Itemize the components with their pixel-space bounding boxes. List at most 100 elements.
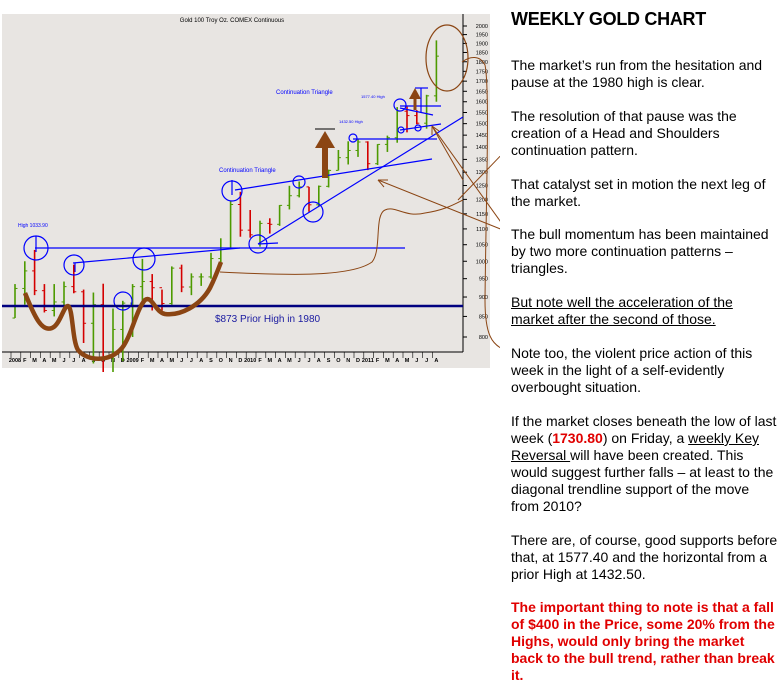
x-tick-label: F: [376, 358, 380, 364]
paragraph-7: If the market closes beneath the low of …: [511, 413, 779, 515]
y-tick-label: 1450: [476, 133, 488, 139]
x-tick-label: M: [385, 358, 390, 364]
y-tick-label: 1500: [476, 122, 488, 128]
x-tick-label: J: [298, 358, 301, 364]
y-tick-label: 950: [479, 277, 488, 283]
chart-title: Gold 100 Troy Oz. COMEX Continuous: [180, 18, 284, 24]
price-bar: [286, 185, 292, 210]
price-bar: [433, 40, 439, 102]
price-bar: [277, 204, 283, 226]
y-tick-label: 1900: [476, 41, 488, 47]
price-bar: [90, 292, 96, 364]
y-tick-label: 1300: [476, 170, 488, 176]
key-reversal-link: weekly Key Reversal: [511, 430, 759, 463]
price-bar: [120, 300, 126, 362]
x-tick-label: J: [62, 358, 65, 364]
circle-1577-high: [393, 98, 407, 112]
breakout-arrow-1: [315, 128, 335, 178]
paragraph-3: That catalyst set in motion the next leg…: [511, 176, 766, 209]
triangle-label-upper: Continuation Triangle: [276, 90, 333, 96]
price-bar: [188, 273, 194, 296]
x-tick-label: M: [405, 358, 410, 364]
circle-head: [113, 291, 133, 311]
circle-triangle-2-low: [397, 126, 405, 134]
price-bar: [198, 273, 204, 286]
price-bar: [296, 181, 302, 198]
circle-triangle-1-low: [248, 234, 268, 254]
x-tick-label: J: [307, 358, 310, 364]
p7-text-c: will have been created. This would sugge…: [511, 447, 774, 514]
x-tick-label: F: [258, 358, 262, 364]
y-tick-label: 1600: [476, 100, 488, 106]
price-bar: [424, 94, 430, 129]
price-bar: [247, 210, 253, 238]
price-bar: [32, 249, 38, 296]
x-tick-label: 2009: [126, 358, 138, 364]
price-bar: [316, 185, 322, 207]
paragraph-1: The market’s run from the hesitation and…: [511, 57, 763, 90]
price-bar: [71, 264, 77, 294]
x-tick-label: A: [395, 358, 399, 364]
price-bar: [414, 110, 420, 125]
price-bar: [81, 289, 87, 343]
price-bar: [12, 284, 18, 319]
price-bar: [100, 283, 104, 372]
x-tick-label: J: [72, 358, 75, 364]
x-tick-label: J: [415, 358, 418, 364]
commentary-title: WEEKLY GOLD CHART: [511, 9, 706, 29]
neckline: [72, 247, 241, 264]
label-1577-high: 1577.40 High: [361, 94, 385, 99]
trendlines: [23, 87, 464, 311]
y-tick-label: 1200: [476, 197, 488, 203]
y-tick-label: 1850: [476, 50, 488, 56]
violent-action-ellipse: [425, 24, 469, 92]
x-tick-label: S: [327, 358, 331, 364]
price-bar: [365, 141, 371, 171]
price-bar: [345, 141, 351, 165]
p7-text-a: If the market closes beneath the low of …: [511, 413, 777, 446]
price-bar: [355, 139, 361, 157]
y-tick-label: 1000: [476, 259, 488, 265]
y-tick-label: 1150: [476, 212, 488, 218]
gold-chart: Gold 100 Troy Oz. COMEX Continuous 2000 1…: [2, 14, 500, 372]
y-tick-label: 850: [479, 314, 488, 320]
y-tick-label: 2000: [476, 24, 488, 30]
y-tick-label: 900: [479, 295, 488, 301]
y-tick-label: 1800: [476, 60, 488, 66]
circle-shoulder: [63, 254, 85, 276]
circle-right-shoulder: [132, 247, 156, 271]
circle-triangle-1-apex: [302, 201, 324, 223]
x-tick-label: M: [170, 358, 175, 364]
y-tick-label: 1250: [476, 184, 488, 190]
x-tick-label: M: [150, 358, 155, 364]
price-bar: [41, 284, 47, 313]
head-and-shoulders-curve: [22, 261, 224, 361]
x-tick-label: A: [434, 358, 438, 364]
pattern-annotations: [22, 24, 500, 361]
y-tick-label: 1750: [476, 69, 488, 75]
x-tick-label: A: [160, 358, 164, 364]
p7-text-b: ) on Friday, a: [602, 430, 689, 446]
x-tick-label: N: [346, 358, 350, 364]
price-bar: [267, 218, 273, 234]
x-tick-label: O: [336, 358, 341, 364]
price-bar: [326, 169, 332, 188]
x-tick-label: F: [141, 358, 145, 364]
x-tick-label: J: [425, 358, 428, 364]
x-tick-label: 2010: [244, 358, 256, 364]
x-tick-label: D: [356, 358, 360, 364]
x-tick-label: 2008: [9, 358, 21, 364]
price-bar: [375, 143, 381, 165]
label-prior-high-1980: $873 Prior High in 1980: [215, 314, 321, 325]
paragraph-4: The bull momentum has been maintained by…: [511, 226, 769, 276]
y-tick-label: 1700: [476, 79, 488, 85]
y-tick-label: 1400: [476, 145, 488, 151]
x-tick-label: A: [199, 358, 203, 364]
x-tick-label: A: [278, 358, 282, 364]
circle-1432-high: [348, 133, 358, 143]
price-bar: [208, 252, 214, 279]
circle-triangle-1-high: [292, 175, 306, 189]
paragraph-2: The resolution of that pause was the cre…: [511, 108, 737, 158]
x-tick-label: M: [52, 358, 57, 364]
price-bar: [169, 266, 175, 305]
